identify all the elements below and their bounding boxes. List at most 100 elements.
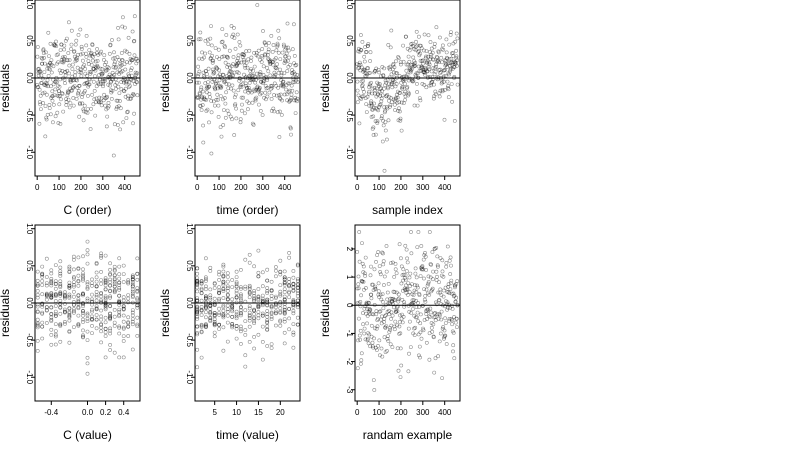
data-point xyxy=(418,98,423,103)
data-point xyxy=(293,98,298,102)
data-point xyxy=(44,83,49,88)
data-point xyxy=(112,284,117,289)
data-point xyxy=(428,306,433,311)
data-point xyxy=(416,64,421,69)
data-point xyxy=(203,296,208,301)
data-point xyxy=(199,85,204,90)
data-point xyxy=(35,283,40,288)
data-point xyxy=(128,68,133,73)
data-point xyxy=(390,260,395,265)
data-point xyxy=(290,71,295,76)
data-point xyxy=(273,309,278,314)
data-point xyxy=(89,70,94,75)
data-point xyxy=(453,320,458,325)
data-point xyxy=(69,88,74,93)
data-point xyxy=(369,80,373,85)
data-point xyxy=(124,81,128,86)
data-point xyxy=(363,45,368,49)
data-point xyxy=(265,318,270,323)
data-point xyxy=(105,94,109,99)
data-point xyxy=(230,314,235,319)
data-point xyxy=(223,79,228,84)
y-tick-label: 1.0 xyxy=(185,223,194,235)
data-point xyxy=(234,269,239,274)
data-point xyxy=(238,292,243,297)
data-point xyxy=(81,328,85,333)
data-point xyxy=(355,286,360,291)
data-point xyxy=(35,295,40,300)
data-point xyxy=(361,264,366,269)
data-point xyxy=(367,85,371,89)
data-point xyxy=(49,291,54,296)
data-point xyxy=(260,303,265,308)
data-point xyxy=(105,106,110,110)
data-point xyxy=(80,101,85,106)
data-point xyxy=(407,48,412,53)
data-point xyxy=(230,297,235,302)
data-point xyxy=(380,139,385,144)
data-point xyxy=(260,313,265,318)
data-point xyxy=(111,56,116,61)
data-point xyxy=(252,321,257,326)
data-point xyxy=(440,80,445,85)
data-point xyxy=(247,291,252,296)
data-point xyxy=(203,279,208,283)
data-point xyxy=(377,309,382,314)
data-point xyxy=(94,270,99,275)
data-point xyxy=(238,84,243,89)
data-point xyxy=(87,70,92,74)
data-point xyxy=(217,296,222,301)
data-point xyxy=(417,69,422,73)
data-point xyxy=(230,314,235,319)
data-point xyxy=(370,282,375,287)
data-point xyxy=(35,85,40,90)
data-point xyxy=(247,310,252,315)
data-point xyxy=(112,268,117,273)
data-point xyxy=(40,301,45,306)
data-point xyxy=(199,307,204,312)
data-point xyxy=(53,294,58,299)
data-point xyxy=(217,290,222,295)
data-point xyxy=(427,67,432,72)
data-point xyxy=(95,65,100,70)
data-point xyxy=(372,69,377,73)
data-point xyxy=(390,345,395,350)
data-point xyxy=(447,316,452,321)
data-point xyxy=(225,274,230,279)
data-point xyxy=(266,56,271,61)
data-point xyxy=(378,87,383,92)
data-point xyxy=(53,281,58,286)
data-point xyxy=(135,305,140,310)
data-point xyxy=(385,290,390,295)
data-point xyxy=(47,103,52,107)
data-point xyxy=(41,76,45,81)
data-point xyxy=(221,279,226,284)
data-point xyxy=(217,269,222,274)
data-point xyxy=(74,96,79,101)
data-point xyxy=(373,284,378,289)
data-point xyxy=(91,66,96,71)
data-point xyxy=(425,291,430,296)
data-point xyxy=(367,312,372,316)
data-point xyxy=(412,64,417,69)
y-tick-label: -1.0 xyxy=(345,145,354,159)
data-point xyxy=(393,97,398,101)
data-point xyxy=(278,318,283,323)
data-point xyxy=(364,302,369,307)
data-point xyxy=(67,315,72,320)
data-point xyxy=(383,325,388,330)
y-tick-label: -0.5 xyxy=(25,333,34,347)
data-point xyxy=(234,314,239,319)
data-point xyxy=(291,282,296,287)
data-point xyxy=(62,55,67,59)
data-point xyxy=(386,65,391,70)
data-point xyxy=(67,318,72,323)
data-point xyxy=(131,39,136,44)
data-point xyxy=(356,282,361,287)
data-point xyxy=(234,284,239,289)
data-point xyxy=(252,64,257,69)
data-point xyxy=(238,43,243,48)
data-point xyxy=(238,296,243,301)
data-point xyxy=(265,297,270,302)
data-point xyxy=(99,71,104,76)
